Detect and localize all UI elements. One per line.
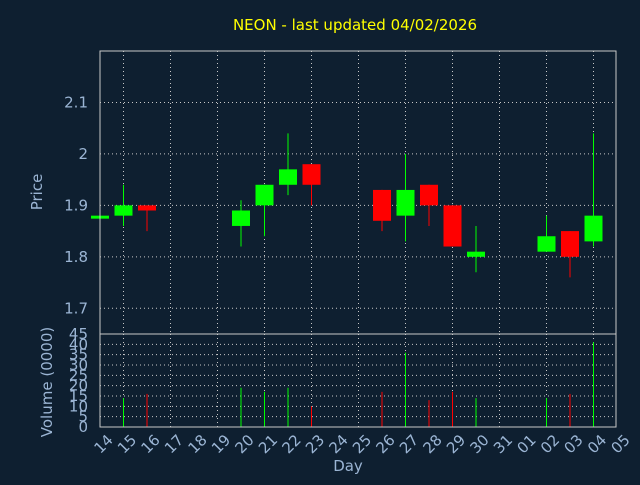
- volume-tick-label: 10: [69, 397, 88, 415]
- price-tick-label: 1.7: [64, 299, 88, 317]
- x-tick-label: 17: [161, 431, 187, 457]
- price-axis-label: Price: [28, 174, 46, 211]
- candle: [255, 184, 274, 237]
- price-tick-label: 2.1: [64, 93, 88, 111]
- price-tick-label: 1.8: [64, 248, 88, 266]
- volume-tick-label: 0: [78, 418, 88, 436]
- volume-tick-label: 45: [69, 325, 88, 343]
- x-tick-label: 31: [490, 431, 516, 457]
- chart-title: NEON - last updated 04/02/2026: [233, 16, 477, 34]
- x-tick-label: 20: [232, 431, 258, 457]
- x-tick-label: 02: [537, 431, 563, 457]
- candle: [467, 225, 485, 273]
- x-tick-label: 05: [608, 431, 634, 457]
- x-tick-label: 15: [114, 431, 140, 457]
- x-axis-label: Day: [333, 457, 363, 475]
- candle: [396, 153, 415, 242]
- candle: [373, 189, 391, 232]
- x-ticks: 1415161718192021222324252627282930310102…: [91, 431, 634, 457]
- volume-tick-label: 25: [69, 366, 88, 384]
- candle-body: [279, 169, 297, 185]
- candle-body: [584, 215, 603, 242]
- x-tick-label: 30: [467, 431, 493, 457]
- price-tick-label: 1.9: [64, 196, 88, 214]
- candle: [561, 231, 579, 278]
- x-tick-label: 24: [326, 431, 352, 457]
- candle: [279, 133, 297, 196]
- x-tick-label: 03: [561, 431, 587, 457]
- candle-body: [443, 205, 462, 247]
- volume-tick-label: 5: [78, 408, 88, 426]
- x-tick-label: 16: [138, 431, 164, 457]
- candle-body: [232, 210, 250, 226]
- x-tick-label: 27: [396, 431, 422, 457]
- volume-tick-label: 35: [69, 346, 88, 364]
- volume-tick-label: 15: [69, 387, 88, 405]
- candle: [420, 184, 438, 226]
- candle-body: [255, 184, 274, 206]
- x-tick-label: 23: [302, 431, 328, 457]
- candle: [302, 164, 321, 206]
- candle: [114, 184, 133, 226]
- x-tick-label: 04: [584, 431, 610, 457]
- x-tick-label: 28: [420, 431, 446, 457]
- x-tick-label: 18: [185, 431, 211, 457]
- candle-body: [302, 164, 321, 185]
- candle: [232, 200, 250, 247]
- candle-body: [467, 251, 485, 257]
- volume-tick-label: 40: [69, 335, 88, 353]
- candle-body: [537, 236, 556, 252]
- volume-panel-frame: [99, 333, 617, 428]
- candle-body: [420, 184, 438, 206]
- candle: [443, 205, 462, 247]
- candle: [537, 215, 556, 252]
- candle-body: [396, 189, 415, 216]
- candles: [91, 133, 603, 278]
- x-tick-label: 21: [255, 431, 281, 457]
- volume-tick-label: 30: [69, 356, 88, 374]
- volume-axis-label: Volume (0000): [38, 327, 56, 437]
- x-tick-label: 29: [443, 431, 469, 457]
- candle-body: [561, 231, 579, 257]
- candle: [138, 205, 156, 232]
- x-tick-label: 25: [349, 431, 375, 457]
- price-y-ticks: 1.7 1.8 1.9 2 2.1: [64, 93, 88, 317]
- x-tick-label: 01: [514, 431, 540, 457]
- candle: [584, 133, 603, 247]
- price-grid: [100, 51, 616, 334]
- volume-grid: [100, 334, 616, 427]
- candle-body: [373, 189, 391, 221]
- x-tick-label: 22: [279, 431, 305, 457]
- candle-body: [114, 205, 133, 216]
- x-tick-label: 19: [208, 431, 234, 457]
- volume-tick-label: 20: [69, 377, 88, 395]
- price-tick-label: 2: [78, 145, 88, 163]
- volume-bars: [123, 342, 594, 427]
- x-tick-label: 14: [91, 431, 117, 457]
- candle-body: [138, 205, 156, 211]
- x-tick-label: 26: [373, 431, 399, 457]
